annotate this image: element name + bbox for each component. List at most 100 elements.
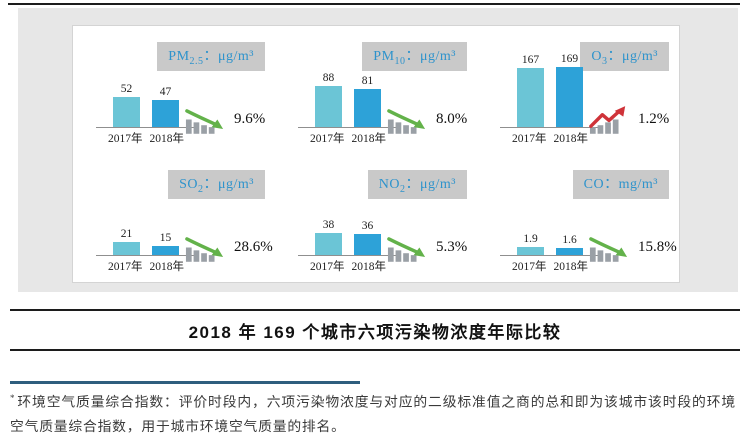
bar-value-2018: 36	[361, 220, 374, 232]
pollutant-panel: CO：mg/m³ 1.9 1.6 2017年 2018年	[477, 154, 679, 282]
bar-column-2017: 167	[517, 54, 544, 127]
figure-caption: 2018 年 169 个城市六项污染物浓度年际比较	[188, 322, 562, 342]
pollutant-panel: SO2：μg/m³ 21 15 2017年 2018年	[73, 154, 275, 282]
bar-2017	[315, 233, 342, 255]
x-axis-labels: 2017年 2018年	[295, 258, 401, 274]
bar-value-2018: 1.6	[562, 234, 577, 246]
bar-2017	[517, 68, 544, 127]
trend-indicator: 15.8%	[589, 233, 677, 262]
pollutant-panel: PM10：μg/m³ 88 81 2017年 2018年	[275, 26, 477, 154]
pollutant-name: PM	[168, 49, 190, 64]
label-separator: ：	[604, 177, 619, 192]
mini-bar-chart: 167 169 2017年 2018年	[497, 53, 603, 146]
label-separator: ：	[203, 49, 219, 64]
pollutant-name: O	[591, 49, 603, 64]
bar-value-2017: 52	[120, 83, 133, 95]
pollutant-unit: μg/m³	[218, 49, 254, 64]
bar-2017	[113, 242, 140, 255]
pollutant-name-subscript: 2	[400, 183, 406, 195]
mini-bar-chart: 52 47 2017年 2018年	[93, 83, 199, 146]
x-axis-line	[298, 127, 398, 128]
x-axis-label-2018: 2018年	[553, 261, 589, 273]
x-axis-line	[298, 255, 398, 256]
trend-down-icon	[185, 105, 225, 134]
pollutant-unit: μg/m³	[218, 177, 254, 192]
mini-bar-chart: 38 36 2017年 2018年	[295, 219, 401, 274]
bar-column-2018: 1.6	[556, 234, 583, 255]
bar-2018	[556, 248, 583, 255]
pollutant-label: O3：μg/m³	[580, 42, 669, 71]
bar-column-2018: 15	[152, 232, 179, 255]
x-axis-label-2018: 2018年	[149, 261, 185, 273]
change-percent: 28.6%	[234, 239, 273, 255]
trend-indicator: 28.6%	[185, 233, 273, 262]
bar-group: 88 81	[295, 72, 401, 127]
pollutant-label: PM2.5：μg/m³	[157, 42, 265, 71]
figure-caption-bar: 2018 年 169 个城市六项污染物浓度年际比较	[10, 309, 740, 351]
trend-indicator: 5.3%	[387, 233, 467, 262]
x-axis-label-2018: 2018年	[149, 133, 185, 145]
footnote-body: 环境空气质量综合指数：评价时段内，六项污染物浓度与对应的二级标准值之商的总和即为…	[10, 394, 736, 435]
pollutant-label: PM10：μg/m³	[362, 42, 467, 71]
pollutant-unit: μg/m³	[420, 49, 456, 64]
x-axis-line	[96, 255, 196, 256]
bar-value-2017: 38	[322, 219, 335, 231]
pollutant-panel: NO2：μg/m³ 38 36 2017年 2018年	[275, 154, 477, 282]
bar-2018	[556, 67, 583, 127]
change-percent: 8.0%	[436, 111, 468, 127]
change-percent: 5.3%	[436, 239, 468, 255]
pollutant-panel: PM2.5：μg/m³ 52 47 2017年 2018年	[73, 26, 275, 154]
pollutant-label: NO2：μg/m³	[367, 170, 467, 199]
bar-group: 52 47	[93, 83, 199, 127]
pollutant-name-subscript: 3	[602, 55, 608, 67]
x-axis-line	[500, 255, 600, 256]
x-axis-label-2018: 2018年	[351, 261, 387, 273]
trend-down-icon	[185, 233, 225, 262]
pollutant-name-subscript: 2.5	[189, 55, 204, 67]
bar-column-2017: 88	[315, 72, 342, 127]
trend-down-icon	[589, 233, 629, 262]
x-axis-labels: 2017年 2018年	[295, 130, 401, 146]
mini-bar-chart: 21 15 2017年 2018年	[93, 228, 199, 274]
trend-down-icon	[387, 233, 427, 262]
bar-column-2017: 52	[113, 83, 140, 127]
bar-value-2017: 167	[521, 54, 540, 66]
label-separator: ：	[203, 177, 219, 192]
change-percent: 1.2%	[638, 111, 670, 127]
x-axis-label-2017: 2017年	[310, 261, 345, 273]
bar-column-2017: 21	[113, 228, 140, 255]
trend-indicator: 1.2%	[589, 105, 669, 134]
pollutant-name: SO	[179, 177, 199, 192]
bar-2017	[517, 247, 544, 255]
pollutant-name-subscript: 10	[394, 55, 406, 67]
bar-column-2018: 81	[354, 75, 381, 127]
bar-column-2018: 36	[354, 220, 381, 255]
x-axis-label-2017: 2017年	[512, 261, 547, 273]
bar-group: 167 169	[497, 53, 603, 127]
page-top-border-line	[8, 3, 740, 5]
pollutant-name-subscript: 2	[198, 183, 204, 195]
bar-2018	[152, 246, 179, 255]
footnote: * 环境空气质量综合指数：评价时段内，六项污染物浓度与对应的二级标准值之商的总和即…	[10, 381, 740, 440]
pollutant-panel: O3：μg/m³ 167 169 2017年 2018年	[477, 26, 679, 154]
bar-value-2017: 1.9	[523, 233, 538, 245]
bar-group: 1.9 1.6	[497, 233, 603, 255]
bar-column-2017: 1.9	[517, 233, 544, 255]
x-axis-labels: 2017年 2018年	[497, 130, 603, 146]
x-axis-line	[500, 127, 600, 128]
bar-2018	[354, 234, 381, 255]
change-percent: 15.8%	[638, 239, 677, 255]
bar-value-2018: 47	[159, 86, 172, 98]
bar-group: 21 15	[93, 228, 199, 255]
bar-value-2017: 21	[120, 228, 133, 240]
x-axis-label-2018: 2018年	[351, 133, 387, 145]
bar-value-2018: 169	[560, 53, 579, 65]
pollutant-chart-grid: PM2.5：μg/m³ 52 47 2017年 2018年	[72, 25, 680, 283]
label-separator: ：	[405, 49, 421, 64]
x-axis-labels: 2017年 2018年	[93, 258, 199, 274]
footnote-marker: *	[10, 393, 16, 403]
bar-2017	[315, 86, 342, 127]
mini-bar-chart: 88 81 2017年 2018年	[295, 72, 401, 146]
bar-2018	[152, 100, 179, 127]
change-percent: 9.6%	[234, 111, 266, 127]
